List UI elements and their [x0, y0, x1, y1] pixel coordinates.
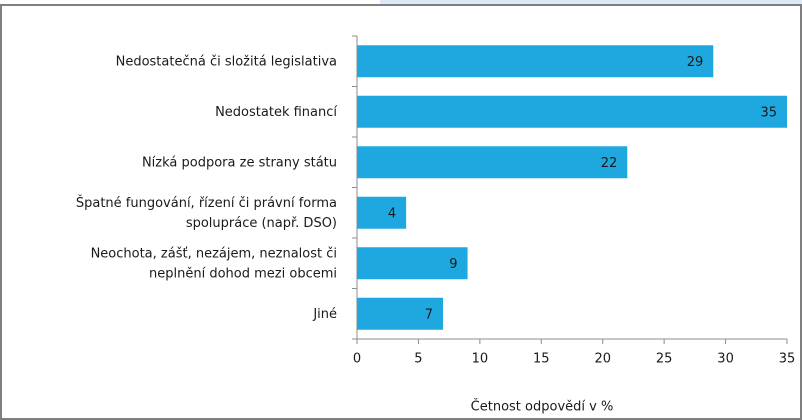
y-tick-label-line: Neochota, zášť, nezájem, neznalost či	[91, 246, 337, 261]
y-tick-label-line: Nedostatečná či složitá legislativa	[116, 54, 337, 69]
bar	[357, 196, 407, 229]
top-band	[380, 0, 802, 4]
y-tick-label: Nedostatek financí	[215, 104, 337, 119]
y-tick-label: Neochota, zášť, nezájem, neznalost či nep…	[91, 246, 337, 281]
y-tick-label: Nedostatečná či složitá legislativa	[116, 54, 337, 69]
bar	[357, 247, 468, 280]
y-tick-label-line: spolupráce (např. DSO)	[186, 215, 337, 230]
value-label: 4	[388, 206, 396, 221]
bar	[357, 297, 443, 330]
y-tick-label-line: Nízká podpora ze strany státu	[142, 155, 337, 170]
frame	[0, 4, 802, 420]
value-label: 22	[601, 156, 618, 171]
y-tick-label-line: neplnění dohod mezi obcemi	[149, 266, 337, 281]
y-tick-label-line: Jiné	[312, 306, 337, 321]
y-tick-label: Jiné	[312, 306, 337, 321]
y-tick-label: Nízká podpora ze strany státu	[142, 155, 337, 170]
x-tick-label: 20	[594, 352, 611, 367]
value-label: 29	[687, 55, 704, 70]
bar	[357, 45, 714, 78]
x-tick-label: 35	[779, 352, 796, 367]
y-tick-label: Špatné fungování, řízení či právní forma…	[76, 194, 337, 230]
bar	[357, 146, 628, 179]
x-tick-label: 15	[533, 352, 550, 367]
y-tick-label-line: Nedostatek financí	[215, 104, 337, 119]
value-label: 35	[760, 105, 777, 120]
value-label: 7	[425, 307, 433, 322]
x-tick-label: 25	[656, 352, 673, 367]
bar	[357, 95, 787, 128]
x-tick-label: 0	[353, 352, 361, 367]
y-tick-label-line: Špatné fungování, řízení či právní forma	[76, 194, 337, 210]
x-axis-label: Četnost odpovědí v %	[471, 399, 614, 415]
value-label: 9	[449, 257, 457, 272]
x-tick-label: 10	[472, 352, 489, 367]
x-tick-label: 5	[414, 352, 422, 367]
x-tick-label: 30	[717, 352, 734, 367]
